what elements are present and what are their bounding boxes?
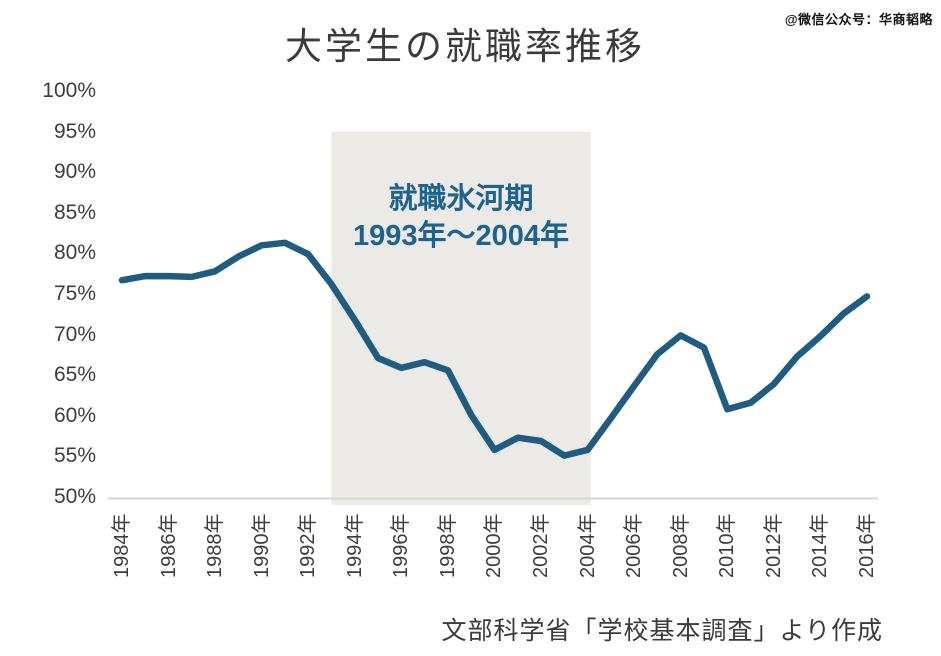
- x-tick-label: 1996年: [390, 513, 413, 579]
- x-tick-label: 1986年: [157, 513, 180, 579]
- x-tick-label: 2008年: [669, 513, 692, 579]
- x-tick-label: 2002年: [530, 513, 553, 579]
- y-tick-label: 75%: [53, 282, 96, 305]
- watermark-text: @微信公众号：华商韬略: [784, 12, 933, 27]
- x-tick-label: 1988年: [204, 513, 227, 579]
- x-tick-label: 1990年: [250, 513, 273, 579]
- x-tick-label: 2012年: [762, 513, 785, 579]
- y-tick-label: 80%: [53, 241, 96, 265]
- y-tick-label: 50%: [53, 485, 96, 508]
- ice-age-annotation: 就職氷河期 1993年～2004年: [301, 181, 621, 255]
- x-tick-label: 2016年: [855, 513, 878, 579]
- y-tick-label: 70%: [53, 322, 96, 346]
- employment-rate-line: [118, 239, 871, 459]
- y-tick-label: 60%: [53, 403, 96, 427]
- x-tick-label: 1998年: [436, 513, 459, 579]
- x-tick-label: 2014年: [809, 513, 832, 579]
- y-tick-label: 90%: [53, 160, 96, 184]
- chart-title: 大学生の就職率推移: [285, 26, 645, 67]
- source-note: 文部科学省「学校基本調査」より作成: [441, 617, 883, 645]
- y-tick-label: 55%: [53, 444, 96, 468]
- x-tick-label: 2006年: [623, 513, 646, 579]
- x-tick-label: 2010年: [716, 513, 739, 579]
- ice-age-annotation-label: 就職氷河期: [388, 183, 534, 215]
- y-tick-label: 100%: [42, 79, 96, 102]
- x-tick-label: 1992年: [297, 513, 320, 579]
- x-tick-label: 1984年: [111, 513, 133, 579]
- y-tick-label: 95%: [53, 119, 96, 143]
- x-tick-label: 2000年: [483, 513, 506, 579]
- y-tick-label: 85%: [53, 200, 96, 224]
- y-tick-label: 65%: [53, 363, 96, 387]
- x-tick-label: 2004年: [576, 513, 599, 579]
- ice-age-annotation-range: 1993年～2004年: [352, 220, 570, 252]
- x-tick-label: 1994年: [343, 513, 366, 579]
